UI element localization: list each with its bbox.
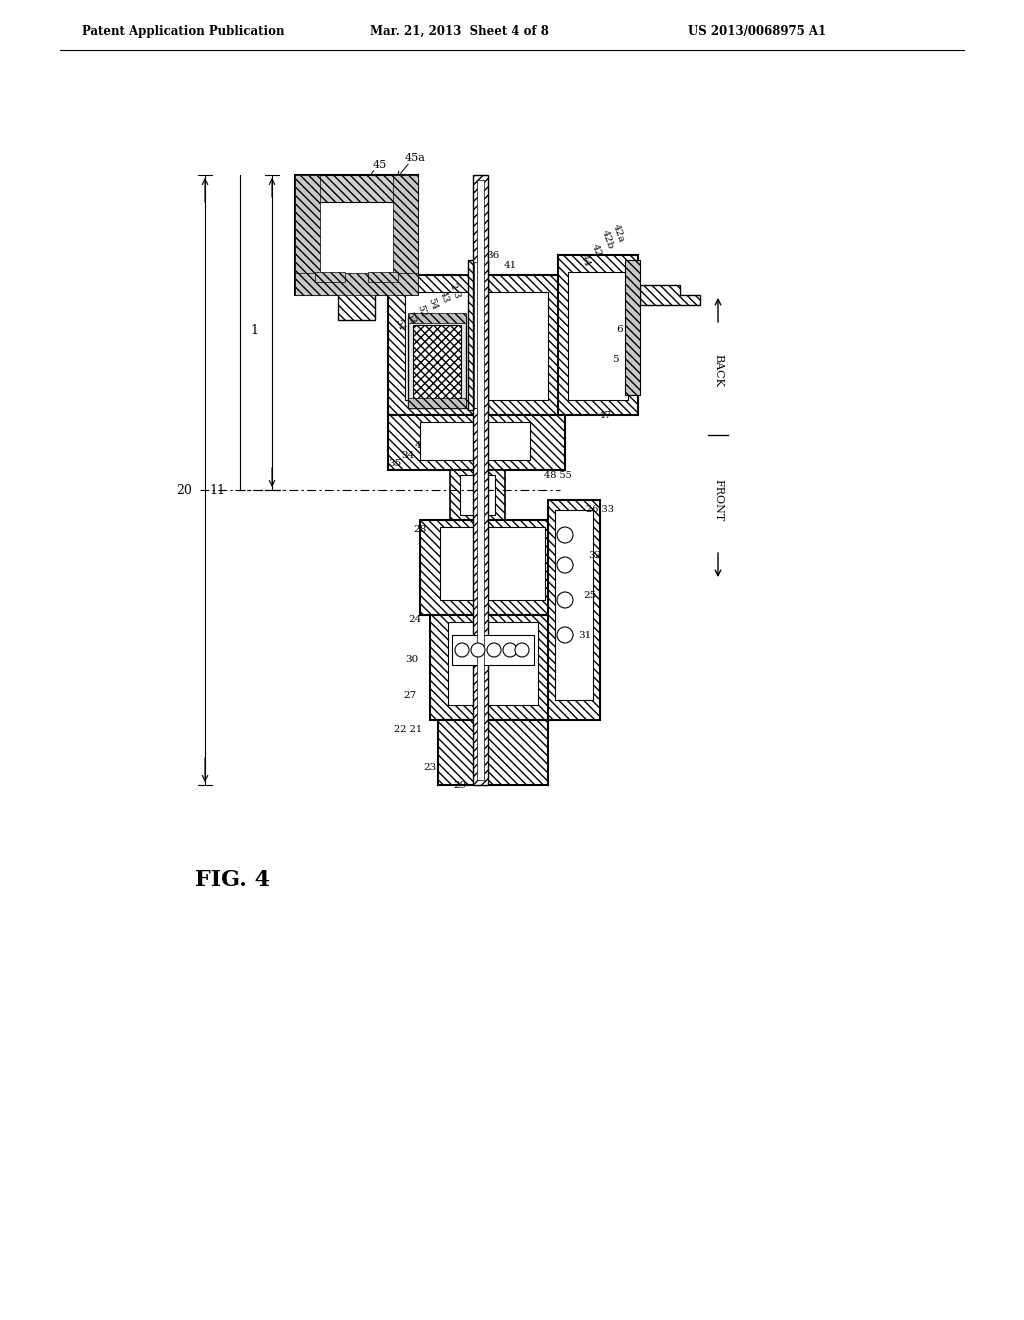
Text: 29: 29 <box>454 780 467 789</box>
Text: 32: 32 <box>589 550 602 560</box>
Text: 6: 6 <box>616 326 624 334</box>
Bar <box>315 272 345 282</box>
Text: 34: 34 <box>401 450 415 459</box>
Bar <box>295 176 418 202</box>
Text: 47: 47 <box>598 411 611 420</box>
Bar <box>450 470 505 520</box>
Text: 51: 51 <box>393 318 407 333</box>
Circle shape <box>557 627 573 643</box>
Bar <box>477 180 484 780</box>
Text: 1: 1 <box>250 323 258 337</box>
Text: 43: 43 <box>437 289 451 305</box>
Polygon shape <box>640 285 700 305</box>
Bar <box>420 422 530 459</box>
Text: 48 55: 48 55 <box>544 470 571 479</box>
Bar <box>438 719 548 785</box>
Bar <box>468 260 488 411</box>
Bar <box>295 176 418 294</box>
Text: 53: 53 <box>404 310 418 325</box>
Bar <box>420 520 565 615</box>
Text: 45a: 45a <box>404 153 425 162</box>
Text: 52: 52 <box>416 304 428 318</box>
Text: 42b: 42b <box>599 230 614 251</box>
Text: BACK: BACK <box>713 354 723 387</box>
Bar <box>406 292 548 400</box>
Circle shape <box>471 643 485 657</box>
Text: 45: 45 <box>373 160 387 170</box>
Bar <box>430 615 555 719</box>
Text: 4: 4 <box>415 441 421 450</box>
Text: 30: 30 <box>406 656 419 664</box>
Text: FRONT: FRONT <box>713 479 723 521</box>
Circle shape <box>487 643 501 657</box>
Text: US 2013/0068975 A1: US 2013/0068975 A1 <box>688 25 826 38</box>
Text: 2 3: 2 3 <box>449 281 462 298</box>
Bar <box>625 260 640 395</box>
Bar <box>388 275 565 414</box>
Text: 54: 54 <box>427 297 439 312</box>
Bar <box>558 255 638 414</box>
Text: 22 21: 22 21 <box>394 726 422 734</box>
Text: 42: 42 <box>590 243 602 257</box>
Bar <box>449 622 538 705</box>
Bar <box>393 176 418 294</box>
Bar <box>440 527 545 601</box>
Bar <box>368 272 398 282</box>
Text: 44: 44 <box>579 252 592 268</box>
Text: 24: 24 <box>409 615 422 624</box>
Text: 23: 23 <box>423 763 436 772</box>
Text: 5: 5 <box>611 355 618 364</box>
Bar <box>338 290 375 319</box>
Text: 27: 27 <box>403 690 417 700</box>
Text: Mar. 21, 2013  Sheet 4 of 8: Mar. 21, 2013 Sheet 4 of 8 <box>370 25 549 38</box>
Bar <box>408 399 466 408</box>
Bar <box>568 272 628 400</box>
Bar <box>452 635 534 665</box>
Bar <box>555 510 593 700</box>
Bar <box>413 325 461 400</box>
Text: 28: 28 <box>414 525 427 535</box>
Bar <box>315 195 398 282</box>
Text: 20: 20 <box>176 483 193 496</box>
Bar <box>548 500 600 719</box>
Circle shape <box>557 557 573 573</box>
Text: 35: 35 <box>388 458 401 467</box>
Text: 25: 25 <box>584 590 597 599</box>
Bar <box>295 176 319 294</box>
Text: FIG. 4: FIG. 4 <box>195 869 270 891</box>
Bar <box>474 261 482 408</box>
Text: Patent Application Publication: Patent Application Publication <box>82 25 285 38</box>
Bar <box>408 313 466 323</box>
Text: 11: 11 <box>209 483 225 496</box>
Bar <box>408 315 466 408</box>
Text: 36: 36 <box>486 251 500 260</box>
Circle shape <box>557 527 573 543</box>
Circle shape <box>503 643 517 657</box>
Text: 41: 41 <box>504 260 517 269</box>
Circle shape <box>515 643 529 657</box>
Bar <box>460 475 495 515</box>
Text: 26 33: 26 33 <box>586 506 614 515</box>
Text: 42a: 42a <box>610 222 626 244</box>
Text: 31: 31 <box>579 631 592 639</box>
Circle shape <box>557 591 573 609</box>
Bar <box>388 414 565 470</box>
Bar <box>295 273 418 294</box>
Circle shape <box>455 643 469 657</box>
Bar <box>473 176 488 785</box>
